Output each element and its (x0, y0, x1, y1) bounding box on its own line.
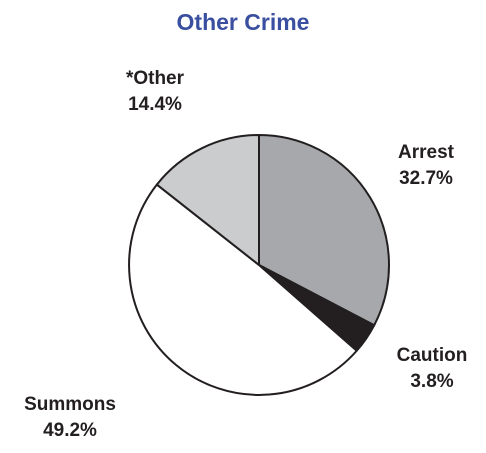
chart-title: Other Crime (176, 9, 310, 35)
slice-label: Caution (396, 345, 468, 366)
slice-value: 49.2% (43, 420, 97, 441)
label-arrest: Arrest 32.7% (376, 140, 476, 192)
label-summons: Summons 49.2% (10, 392, 130, 444)
pie-slice-arrest (258, 134, 390, 327)
slice-label: Arrest (398, 142, 454, 163)
slice-value: 32.7% (399, 168, 453, 189)
slice-value: 14.4% (128, 94, 182, 115)
slice-label: *Other (125, 68, 185, 89)
slice-value: 3.8% (410, 371, 454, 392)
label-caution: Caution 3.8% (378, 343, 486, 395)
pie-slice-other (155, 134, 260, 266)
label-other: *Other 14.4% (100, 66, 210, 118)
slice-label: Summons (24, 394, 116, 415)
pie-slice-summons (128, 183, 358, 396)
